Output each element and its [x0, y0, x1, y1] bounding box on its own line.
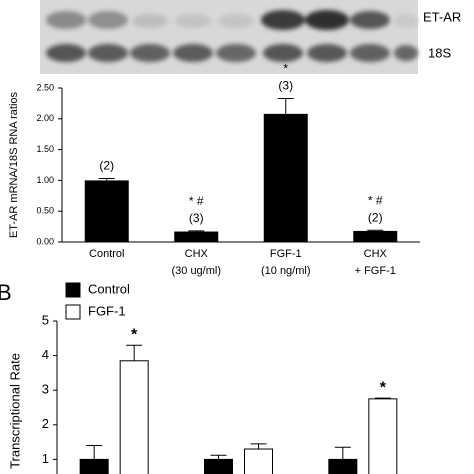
annotation: (3)	[278, 79, 293, 93]
x-tick-label: (10 ng/ml)	[261, 265, 311, 277]
y-tick-label: 0.00	[36, 236, 54, 246]
annotation: * #	[189, 194, 204, 208]
error-bar	[367, 229, 384, 231]
y-tick-label: 3	[42, 382, 49, 397]
bar	[84, 180, 129, 242]
error-bar	[210, 454, 227, 460]
bar	[204, 458, 233, 474]
blot-image	[40, 0, 418, 74]
bar	[368, 398, 398, 474]
y-tick-label: 2.00	[36, 113, 54, 123]
annotation: (2)	[99, 159, 114, 173]
bar	[119, 360, 149, 474]
legend-swatch	[65, 282, 81, 298]
y-tick-label: 4	[42, 347, 49, 362]
y-tick-label: 2	[42, 416, 49, 431]
annotation: *	[131, 326, 138, 343]
y-axis-label: Transcriptional Rate	[7, 353, 22, 469]
error-bar	[277, 97, 294, 114]
annotation: *	[380, 379, 387, 396]
x-tick-label: FGF-1	[270, 248, 302, 260]
x-tick-label: + FGF-1	[355, 265, 396, 277]
y-tick-label: 1	[42, 451, 49, 466]
error-bar	[334, 446, 351, 460]
bar	[79, 458, 109, 474]
bar	[353, 230, 398, 242]
legend-label: FGF-1	[88, 303, 126, 318]
annotation: *	[283, 62, 288, 76]
y-tick-label: 5	[42, 312, 49, 327]
y-tick-label: 0.50	[36, 206, 54, 216]
y-tick-label: 1.00	[36, 175, 54, 185]
x-tick-label: CHX	[185, 248, 209, 260]
legend-label: Control	[88, 281, 130, 296]
y-axis-label: ET-AR mRNA/18S RNA ratios	[8, 91, 20, 238]
error-bar	[250, 443, 267, 450]
x-tick-label: Control	[89, 248, 124, 260]
error-bar	[98, 178, 115, 181]
error-bar	[86, 445, 103, 460]
annotation: (2)	[368, 210, 383, 224]
y-tick-label: 1.50	[36, 144, 54, 154]
error-bar	[126, 344, 143, 361]
error-bar	[188, 230, 205, 232]
x-tick-label: (30 ug/ml)	[171, 265, 221, 277]
x-tick-label: CHX	[364, 248, 388, 260]
bar	[328, 458, 358, 474]
legend-swatch	[65, 304, 81, 320]
bar	[263, 113, 308, 242]
bar	[174, 231, 219, 242]
bar	[244, 448, 273, 474]
panel-label: B	[0, 280, 12, 305]
blot-label: 18S	[428, 45, 451, 60]
y-tick-label: 2.50	[36, 82, 54, 92]
error-bar	[374, 397, 391, 399]
blot-label: ET-AR	[423, 9, 461, 24]
annotation: * #	[368, 193, 383, 207]
annotation: (3)	[189, 211, 204, 225]
